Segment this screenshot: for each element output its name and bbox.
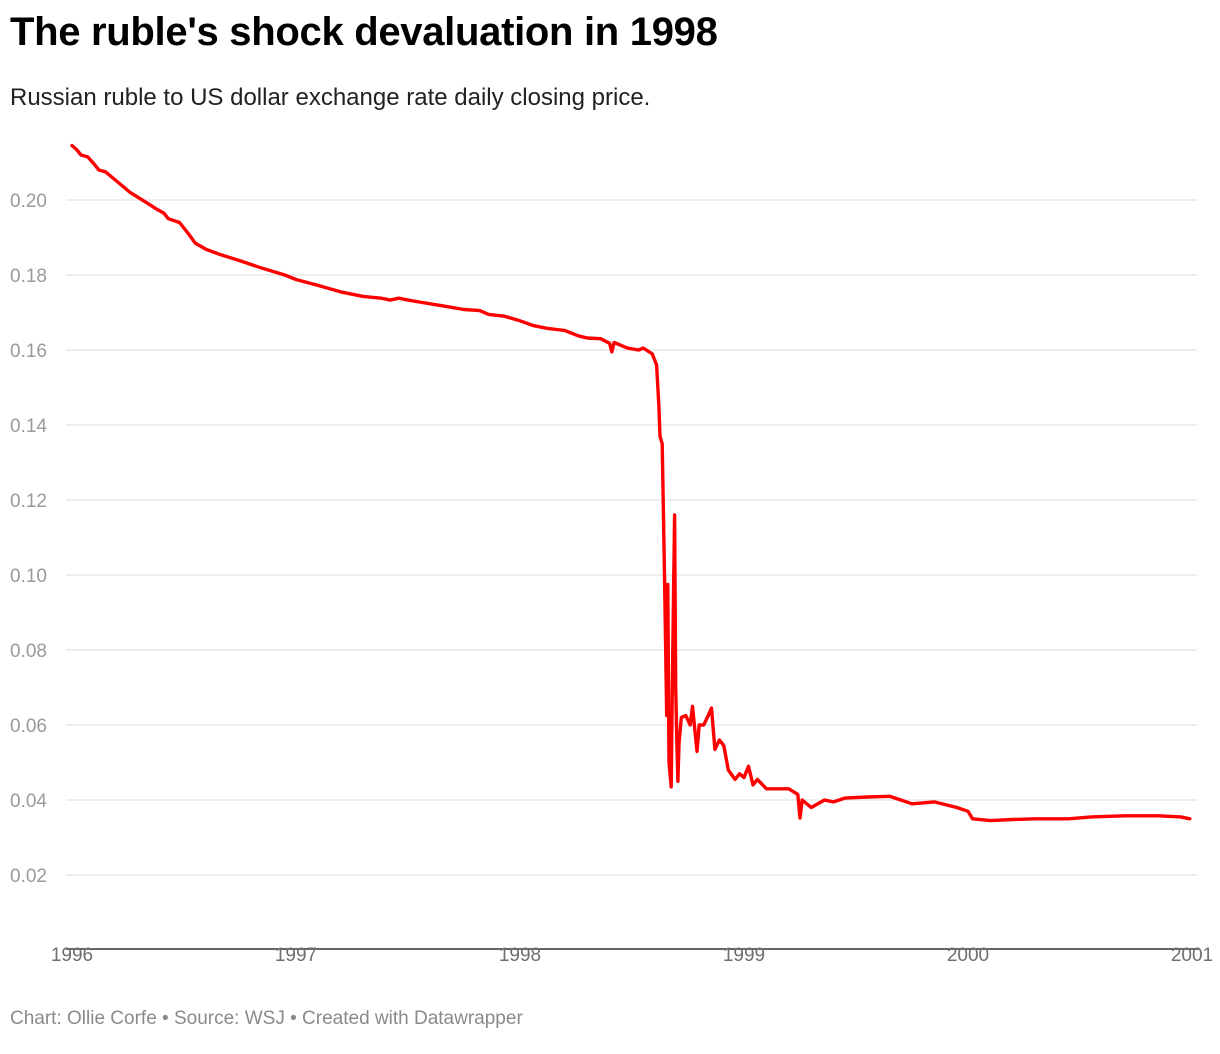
x-tick-label: 1998 [499, 945, 541, 966]
x-tick-label: 2001 [1171, 945, 1213, 966]
y-tick-label: 0.18 [10, 266, 47, 287]
gridlines [66, 199, 1197, 876]
line-chart: 0.02 0.04 0.06 0.08 0.10 0.12 0.14 0.16 0.18 0.20… [10, 143, 1213, 966]
y-tick-label: 0.16 [10, 341, 47, 362]
exchange-rate-line [70, 143, 1192, 823]
x-tick-label: 1999 [723, 945, 765, 966]
x-tick-label: 1996 [51, 945, 93, 966]
y-tick-label: 0.08 [10, 641, 47, 662]
y-tick-label: 0.06 [10, 716, 47, 737]
x-axis-ticks: 1996 1997 1998 1999 2000 2001 [51, 945, 1213, 966]
y-tick-label: 0.14 [10, 416, 47, 437]
y-tick-label: 0.10 [10, 566, 47, 587]
chart-footer: Chart: Ollie Corfe • Source: WSJ • Creat… [10, 1008, 523, 1029]
y-tick-label: 0.20 [10, 191, 47, 212]
y-tick-label: 0.04 [10, 791, 47, 812]
y-axis-ticks: 0.02 0.04 0.06 0.08 0.10 0.12 0.14 0.16 0.18 0.20 [10, 191, 47, 887]
y-tick-label: 0.02 [10, 866, 47, 887]
y-tick-label: 0.12 [10, 491, 47, 512]
x-tick-label: 2000 [947, 945, 989, 966]
x-tick-label: 1997 [275, 945, 317, 966]
chart-subtitle: Russian ruble to US dollar exchange rate… [10, 84, 651, 111]
chart-title: The ruble's shock devaluation in 1998 [10, 10, 718, 54]
